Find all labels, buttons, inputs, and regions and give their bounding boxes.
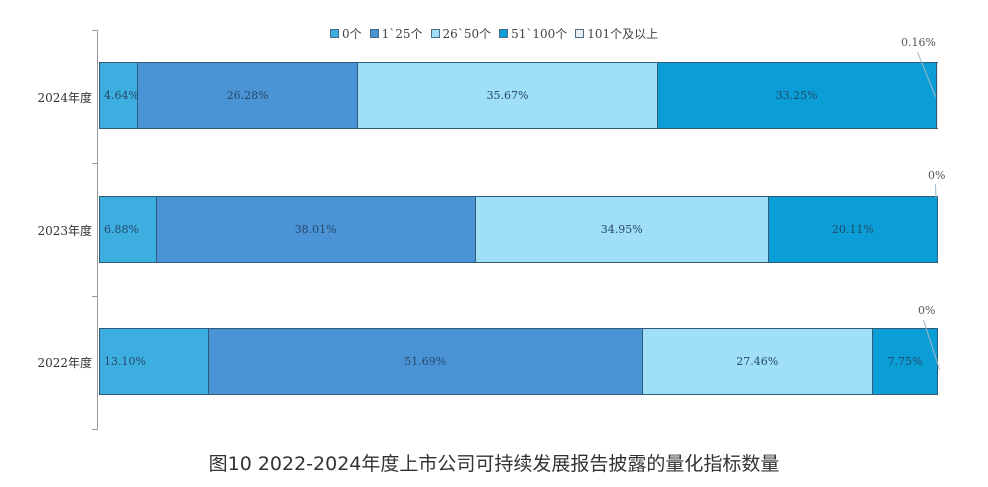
legend-item-0: 0个: [330, 25, 362, 42]
callout-2024: 0.16%: [901, 36, 936, 49]
callout-2022: 0%: [918, 304, 936, 317]
legend-swatch-icon: [499, 28, 509, 38]
segment-0: 4.64%: [99, 62, 139, 129]
segment-label: 6.88%: [104, 223, 139, 236]
segment-51-100: 7.75%: [872, 328, 938, 395]
legend-item-101-plus: 101个及以上: [575, 25, 658, 42]
y-label-2024: 2024年度: [37, 91, 92, 105]
segment-label: 26.28%: [226, 89, 269, 102]
y-axis-tick: [92, 163, 97, 164]
legend-swatch-icon: [575, 28, 585, 38]
figure-caption: 图10 2022-2024年度上市公司可持续发展报告披露的量化指标数量: [208, 453, 780, 475]
legend-label: 26`50个: [442, 26, 492, 41]
segment-1-25: 26.28%: [137, 62, 359, 129]
bar-2024: 4.64% 26.28% 35.67% 33.25%: [99, 62, 938, 129]
legend-swatch-icon: [330, 28, 339, 38]
callout-2023: 0%: [928, 169, 946, 182]
segment-label: 35.67%: [486, 89, 529, 102]
legend-item-51-100: 51`100个: [499, 25, 567, 42]
segment-label: 34.95%: [600, 223, 643, 236]
y-label-2022: 2022年度: [37, 356, 92, 370]
y-axis-tick: [92, 429, 97, 430]
legend-label: 0个: [342, 26, 362, 41]
chart-legend: 0个 1`25个 26`50个 51`100个 101个及以上: [330, 24, 666, 42]
segment-label: 7.75%: [887, 355, 923, 368]
segment-0: 13.10%: [99, 328, 209, 395]
segment-label: 27.46%: [736, 355, 779, 368]
y-axis-line: [97, 30, 98, 430]
segment-51-100: 33.25%: [657, 62, 937, 129]
callout-leader-line: [935, 184, 937, 199]
y-axis-tick: [92, 296, 97, 297]
segment-1-25: 38.01%: [156, 196, 476, 263]
segment-label: 4.64%: [104, 89, 139, 102]
legend-item-26-50: 26`50个: [430, 25, 492, 42]
legend-label: 1`25个: [381, 26, 423, 41]
legend-label: 101个及以上: [587, 26, 659, 41]
segment-101-plus: [936, 62, 938, 129]
segment-label: 20.11%: [831, 223, 874, 236]
segment-51-100: 20.11%: [768, 196, 938, 263]
segment-1-25: 51.69%: [208, 328, 643, 395]
legend-swatch-icon: [430, 28, 440, 38]
legend-label: 51`100个: [511, 26, 568, 41]
bar-2023: 6.88% 38.01% 34.95% 20.11%: [99, 196, 938, 263]
segment-26-50: 27.46%: [642, 328, 873, 395]
y-label-2023: 2023年度: [37, 224, 92, 238]
legend-item-1-25: 1`25个: [369, 25, 423, 42]
bar-2022: 13.10% 51.69% 27.46% 7.75%: [99, 328, 938, 395]
segment-label: 13.10%: [104, 355, 146, 368]
segment-label: 51.69%: [404, 355, 447, 368]
legend-swatch-icon: [369, 28, 379, 38]
segment-26-50: 34.95%: [475, 196, 769, 263]
segment-label: 33.25%: [775, 89, 818, 102]
y-axis-tick: [92, 30, 97, 31]
segment-0: 6.88%: [99, 196, 157, 263]
segment-label: 38.01%: [294, 223, 337, 236]
segment-26-50: 35.67%: [358, 62, 658, 129]
